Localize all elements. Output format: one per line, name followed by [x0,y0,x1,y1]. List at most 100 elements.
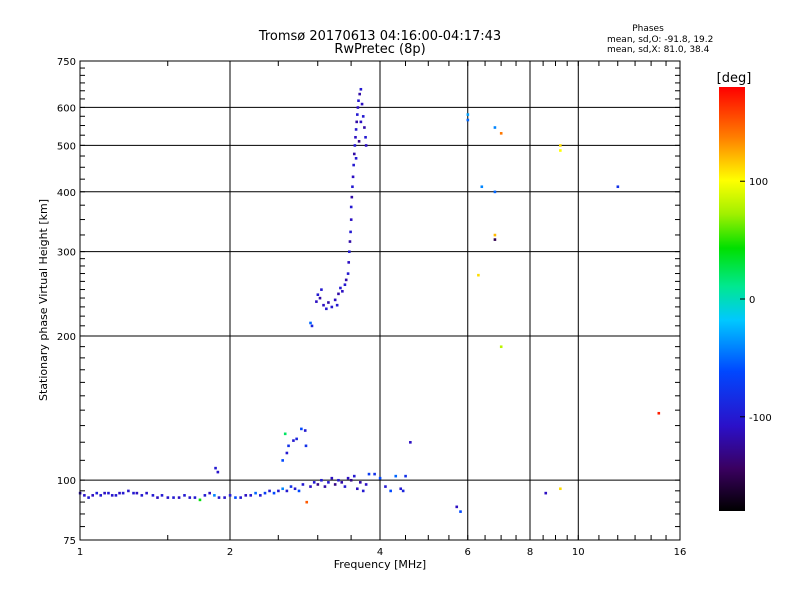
data-point [493,126,497,129]
data-point [499,132,503,135]
data-point [145,491,148,495]
data-point [346,272,350,275]
data-point [135,491,139,495]
data-point [348,250,351,254]
data-point [315,300,318,303]
data-point [333,298,337,302]
colorbar-tick-label: 0 [749,295,755,306]
data-point [244,494,248,497]
data-point [394,474,398,478]
data-point [297,489,301,493]
data-point [349,230,352,234]
data-point [389,489,392,493]
data-point [349,478,353,482]
data-point [87,496,90,499]
data-point [160,494,164,497]
colorbar-ticks: 100 0 -100 [740,177,772,424]
data-point [358,92,361,96]
data-point [361,489,365,493]
data-point [352,163,355,167]
data-point [358,481,362,484]
data-point [466,113,470,116]
data-point [198,498,202,502]
data-point [103,491,106,495]
data-point [287,444,290,448]
data-point [355,487,359,491]
data-point [359,120,363,124]
data-point [320,288,323,291]
data-point [355,113,359,116]
data-point [356,106,360,109]
x-axis-label: Frequency [MHz] [334,558,426,571]
data-point [339,286,342,290]
data-point [559,144,562,147]
data-point [347,261,351,264]
data-point [357,99,360,102]
data-point [318,296,322,300]
data-point [330,305,334,309]
data-point [367,472,371,476]
data-point [327,481,330,484]
data-point [292,439,295,442]
data-point [177,496,181,499]
x-tick-label: 2 [227,547,233,558]
data-point [249,494,253,497]
data-point [351,185,354,189]
data-point [213,494,216,497]
data-point [330,476,334,480]
x-tick-label: 10 [572,547,585,558]
data-point [337,292,340,296]
data-point [166,496,170,499]
data-point [378,476,382,480]
data-point [480,185,484,189]
data-point [140,494,144,497]
data-point [616,185,620,189]
data-point [359,87,363,91]
data-point [373,472,376,476]
data-point [91,494,95,497]
data-point [477,273,480,277]
data-point [193,496,197,499]
data-point [354,157,358,160]
data-point [404,474,407,478]
data-point [351,175,355,179]
data-point [401,489,405,493]
data-point [355,120,358,124]
data-point [340,481,344,484]
data-point [352,474,356,478]
data-point [107,491,110,495]
data-point [272,491,276,495]
y-tick-label: 75 [63,536,76,547]
data-point [354,128,358,131]
data-point [499,345,503,349]
data-point [354,135,357,139]
data-point [333,483,337,486]
data-point [657,411,661,415]
data-point [304,444,308,448]
data-point [228,494,232,497]
data-point [151,494,155,497]
data-point [493,190,497,194]
data-point [349,218,353,221]
data-point [289,485,293,488]
y-tick-label: 100 [57,476,76,487]
data-point [320,478,323,482]
data-point [493,233,497,237]
data-point [118,491,121,495]
y-tick-label: 750 [57,57,76,68]
data-point [459,510,462,513]
data-point [316,483,320,486]
x-tick-label: 1 [77,547,83,558]
data-point [360,102,364,106]
data-point [132,491,135,495]
data-point [188,496,192,499]
data-point [99,494,103,497]
data-point [281,459,284,462]
data-point [203,494,207,497]
y-tick-label: 200 [57,332,76,343]
data-point [559,487,562,491]
y-tick-label: 600 [57,103,76,114]
data-point [263,491,267,495]
data-point [300,427,303,431]
data-point [303,429,307,432]
